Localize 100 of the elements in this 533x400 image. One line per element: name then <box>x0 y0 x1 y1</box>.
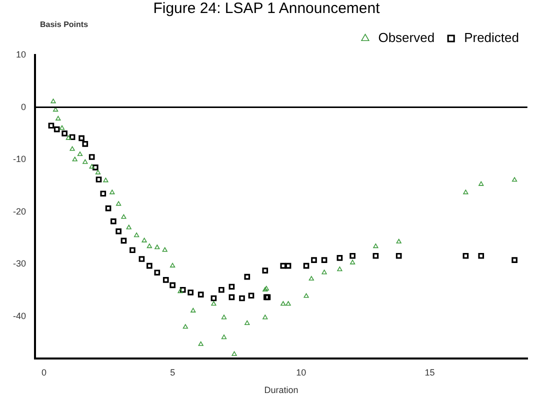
point <box>89 164 94 169</box>
point <box>308 276 314 281</box>
point <box>244 320 250 325</box>
point <box>78 135 84 142</box>
point <box>311 257 317 263</box>
point <box>146 244 152 248</box>
point <box>92 164 98 170</box>
point <box>56 116 61 120</box>
point <box>103 178 108 182</box>
point <box>69 134 76 140</box>
point <box>280 262 286 269</box>
point <box>182 324 188 329</box>
point <box>100 190 106 197</box>
point <box>262 314 268 320</box>
point <box>121 214 126 219</box>
point <box>198 341 204 346</box>
point <box>198 292 204 298</box>
point <box>48 122 54 129</box>
point <box>304 293 309 298</box>
point <box>162 277 169 283</box>
point <box>82 141 88 147</box>
point <box>322 270 327 274</box>
point <box>66 135 71 140</box>
point <box>130 247 136 254</box>
point <box>138 256 145 262</box>
point <box>116 228 122 234</box>
point <box>512 177 518 182</box>
point <box>286 301 291 306</box>
x-axis-title: Duration <box>264 385 298 396</box>
point <box>77 151 83 156</box>
point <box>146 262 152 269</box>
point <box>218 286 224 293</box>
point <box>228 284 235 290</box>
point <box>110 190 115 194</box>
point <box>232 351 237 356</box>
x-tick-label: 0 <box>42 367 47 378</box>
point <box>210 295 217 302</box>
point <box>303 262 310 269</box>
point <box>134 232 140 238</box>
y-tick-label: -30 <box>12 258 26 269</box>
y-tick-label: -10 <box>12 154 26 164</box>
point <box>478 181 484 186</box>
y-tick-label: 0 <box>20 102 26 112</box>
point <box>120 238 127 244</box>
point <box>462 252 469 259</box>
point <box>178 288 183 294</box>
point <box>110 218 116 224</box>
point <box>188 290 194 296</box>
point <box>239 295 245 302</box>
point <box>88 154 95 160</box>
point <box>244 274 250 280</box>
point <box>59 125 65 130</box>
point <box>285 262 292 269</box>
point <box>228 294 235 300</box>
point <box>321 257 328 263</box>
point <box>95 170 101 174</box>
point <box>337 266 342 272</box>
point <box>512 257 518 263</box>
legend-label: Observed <box>378 30 435 46</box>
y-axis-title: Basis Points <box>40 20 88 29</box>
point <box>350 252 356 259</box>
point <box>262 268 268 274</box>
y-tick-label: -20 <box>12 206 26 216</box>
point <box>54 126 60 132</box>
point <box>72 156 78 162</box>
point <box>70 146 75 151</box>
point <box>373 244 378 248</box>
point <box>221 314 227 320</box>
point <box>154 270 160 276</box>
x-tick-label: 10 <box>296 367 306 378</box>
point <box>162 247 168 252</box>
point <box>170 282 176 288</box>
point <box>372 252 379 259</box>
point <box>396 252 402 259</box>
point <box>82 159 88 164</box>
point <box>180 286 186 293</box>
point <box>221 334 227 340</box>
chart-title: Figure 24: LSAP 1 Announcement <box>152 0 381 18</box>
point <box>478 252 484 259</box>
point <box>105 205 112 212</box>
point <box>396 238 402 244</box>
y-tick-label: 10 <box>16 49 26 60</box>
point <box>142 238 147 242</box>
x-tick-label: 15 <box>424 367 435 378</box>
point <box>96 176 102 182</box>
point <box>116 201 122 206</box>
y-tick-label: -40 <box>12 311 26 322</box>
point <box>154 244 160 250</box>
point <box>211 301 216 306</box>
point <box>248 292 254 299</box>
point <box>50 98 56 104</box>
point <box>336 255 343 261</box>
point <box>126 224 132 230</box>
legend-label: Predicted <box>464 30 519 46</box>
point <box>190 308 196 312</box>
point <box>463 190 468 194</box>
point <box>350 260 356 264</box>
point <box>62 130 68 136</box>
point <box>170 262 176 268</box>
x-tick-label: 5 <box>170 367 176 378</box>
